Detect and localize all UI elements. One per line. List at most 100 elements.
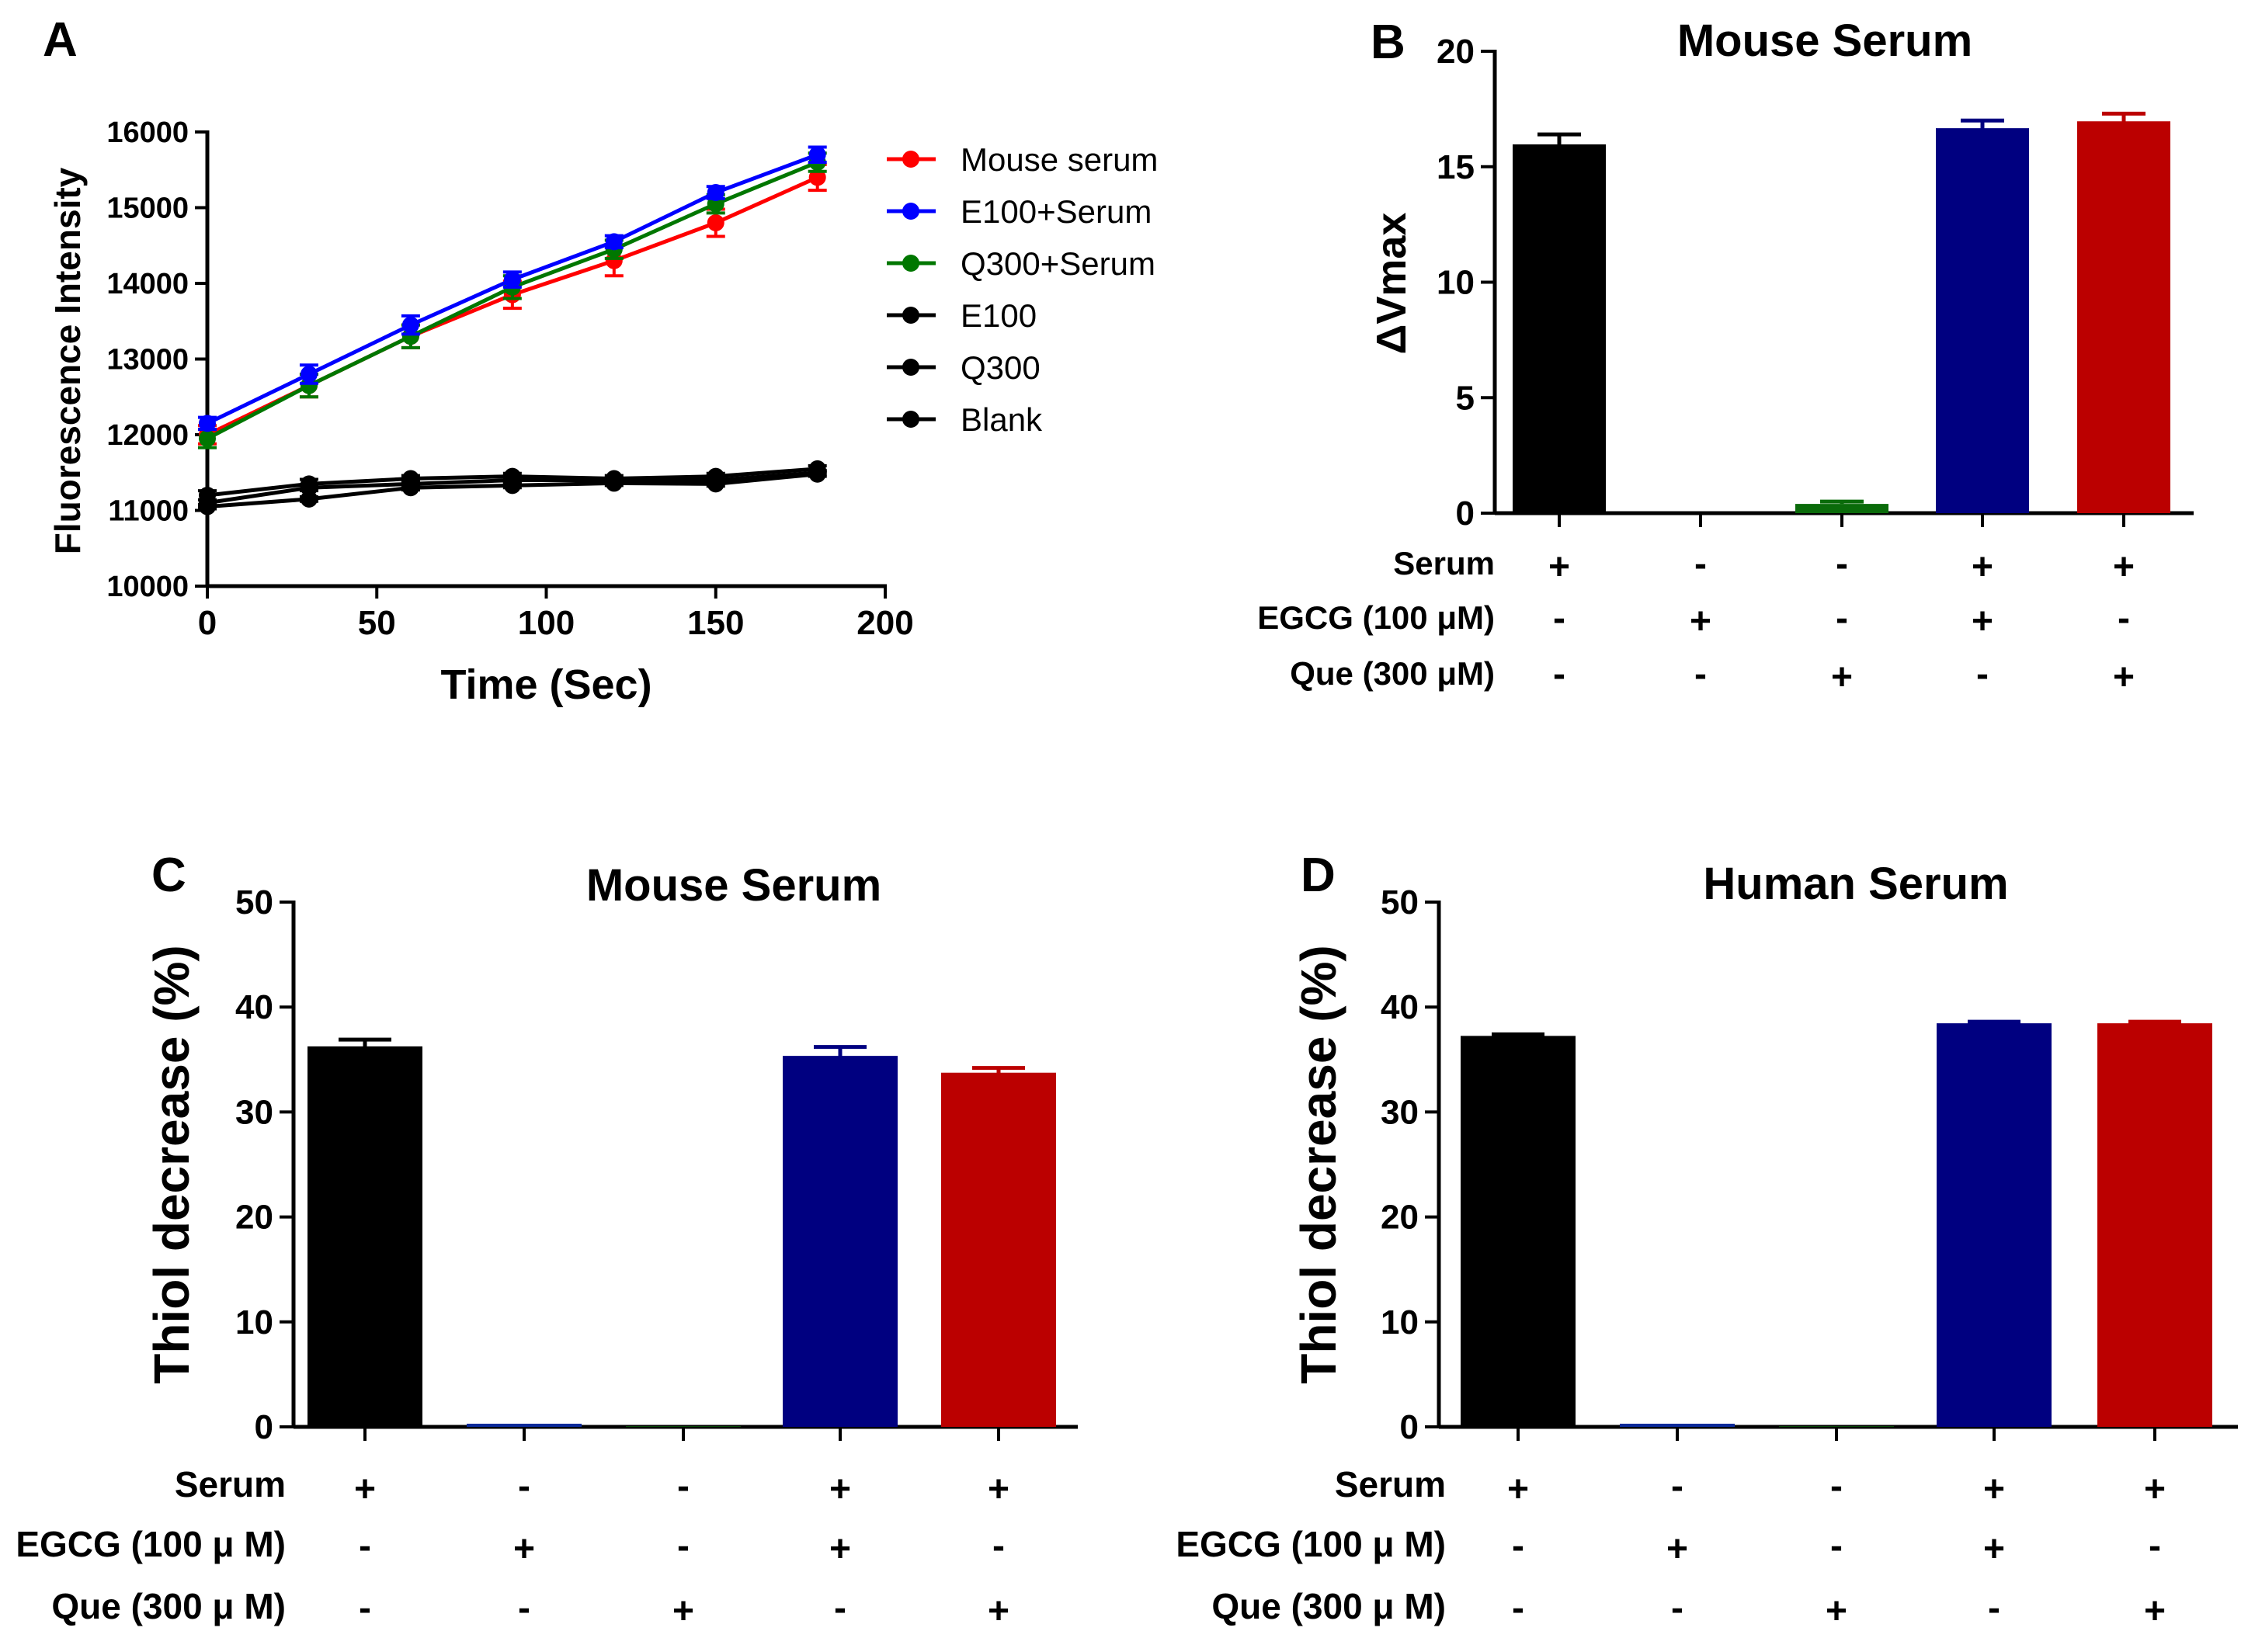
- legend-item-q300-serum: Q300+Serum: [887, 245, 1155, 282]
- y-tick-label: 30: [235, 1093, 273, 1131]
- minus-sign: -: [359, 1588, 371, 1629]
- y-tick-label: 0: [255, 1408, 273, 1446]
- bar-group-3: [1779, 1426, 1894, 1441]
- condition-label-que-300-m: Que (300 μ M): [51, 1586, 286, 1626]
- legend-item-e100: E100: [887, 297, 1037, 334]
- minus-sign: -: [1671, 1588, 1683, 1629]
- data-point: [401, 479, 419, 497]
- legend-marker: [902, 359, 919, 376]
- data-point: [199, 498, 216, 515]
- y-tick-label: 0: [1456, 495, 1475, 533]
- minus-sign: -: [1512, 1525, 1524, 1567]
- condition-label-egcg-100-m: EGCG (100 μ M): [16, 1524, 286, 1564]
- minus-sign: -: [1976, 654, 1989, 695]
- y-axis-label: Thiol decrease (%): [1291, 945, 1346, 1384]
- y-tick-label: 11000: [108, 495, 189, 528]
- condition-label-egcg-100-m: EGCG (100 μM): [1257, 599, 1495, 636]
- condition-label-egcg-100-m: EGCG (100 μ M): [1176, 1524, 1446, 1564]
- panel-letter-a: A: [43, 13, 78, 67]
- minus-sign: -: [359, 1525, 371, 1567]
- y-tick-label: 15: [1437, 148, 1475, 186]
- plus-sign: +: [354, 1469, 376, 1510]
- series-e100-serum: [198, 145, 827, 432]
- data-point: [707, 214, 724, 231]
- y-tick-label: 30: [1381, 1093, 1419, 1131]
- bar: [467, 1423, 582, 1427]
- bar: [307, 1047, 422, 1427]
- bar: [1937, 1025, 2052, 1427]
- plus-sign: +: [1507, 1469, 1529, 1510]
- bar-group-3: [1795, 499, 1888, 527]
- legend-marker: [902, 255, 919, 272]
- minus-sign: -: [518, 1466, 530, 1507]
- x-tick-label: 150: [687, 604, 744, 642]
- data-point: [808, 168, 826, 186]
- plus-sign: +: [988, 1591, 1009, 1632]
- y-tick-label: 0: [1400, 1408, 1419, 1446]
- bar-group-1: [307, 1037, 422, 1441]
- minus-sign: -: [834, 1588, 846, 1629]
- minus-sign: -: [1512, 1588, 1524, 1629]
- bar: [626, 1426, 741, 1427]
- plus-sign: +: [2144, 1591, 2166, 1632]
- bar-group-4: [1936, 118, 2029, 527]
- minus-sign: -: [1830, 1466, 1843, 1507]
- chart-title: Human Serum: [1703, 859, 2008, 909]
- legend-label: Blank: [961, 401, 1043, 438]
- minus-sign: -: [1830, 1525, 1843, 1567]
- bar-group-2: [467, 1423, 582, 1441]
- plus-sign: +: [1831, 657, 1853, 698]
- condition-label-que-300-m: Que (300 μM): [1290, 655, 1495, 692]
- data-point: [707, 184, 724, 201]
- bar-group-5: [941, 1066, 1056, 1441]
- plus-sign: +: [513, 1529, 535, 1570]
- y-tick-label: 14000: [106, 268, 189, 300]
- x-tick-label: 0: [198, 604, 217, 642]
- y-axis-label: ΔVmax: [1368, 213, 1415, 355]
- bar-group-5: [2077, 111, 2170, 527]
- chart-title: Mouse Serum: [1677, 16, 1972, 66]
- bar: [1779, 1426, 1894, 1427]
- data-point: [503, 477, 521, 495]
- plus-sign: +: [1826, 1591, 1847, 1632]
- y-tick-label: 40: [1381, 988, 1419, 1026]
- series-blank: [198, 465, 827, 515]
- bar-group-4: [783, 1045, 898, 1441]
- data-point: [707, 475, 724, 493]
- data-point: [605, 474, 623, 492]
- bar: [1461, 1037, 1576, 1427]
- plus-sign: +: [2113, 547, 2135, 588]
- data-point: [300, 366, 318, 383]
- bar-group-1: [1513, 132, 1606, 527]
- legend-item-blank: Blank: [887, 401, 1043, 438]
- legend-marker: [902, 151, 919, 168]
- data-point: [503, 271, 521, 289]
- plus-sign: +: [1666, 1529, 1688, 1570]
- condition-label-serum: Serum: [1393, 545, 1495, 581]
- bar: [1513, 145, 1606, 513]
- data-point: [808, 146, 826, 164]
- x-tick-label: 200: [856, 604, 913, 642]
- y-tick-label: 50: [1381, 883, 1419, 921]
- data-point: [808, 465, 826, 483]
- panel-letter-b: B: [1371, 16, 1405, 69]
- legend-label: E100: [961, 297, 1037, 334]
- y-axis-label: Fluorescence Intensity: [47, 167, 88, 554]
- legend-label: Mouse serum: [961, 141, 1158, 178]
- y-tick-label: 20: [1437, 33, 1475, 71]
- plus-sign: +: [2113, 657, 2135, 698]
- minus-sign: -: [1553, 598, 1565, 639]
- x-tick-label: 50: [358, 604, 396, 642]
- y-tick-label: 10: [235, 1303, 273, 1341]
- x-axis-label: Time (Sec): [440, 661, 651, 708]
- y-tick-label: 5: [1456, 379, 1475, 417]
- bar: [1936, 130, 2029, 513]
- y-tick-label: 10: [1437, 264, 1475, 302]
- plus-sign: +: [2144, 1469, 2166, 1510]
- data-point: [199, 415, 216, 432]
- minus-sign: -: [1988, 1588, 2000, 1629]
- y-tick-label: 40: [235, 988, 273, 1026]
- panel-c: C Mouse Serum 0 10 20 30 40 50 Thiol decrease (%…: [16, 849, 1078, 1632]
- bar: [1620, 1423, 1735, 1427]
- minus-sign: -: [1694, 654, 1707, 695]
